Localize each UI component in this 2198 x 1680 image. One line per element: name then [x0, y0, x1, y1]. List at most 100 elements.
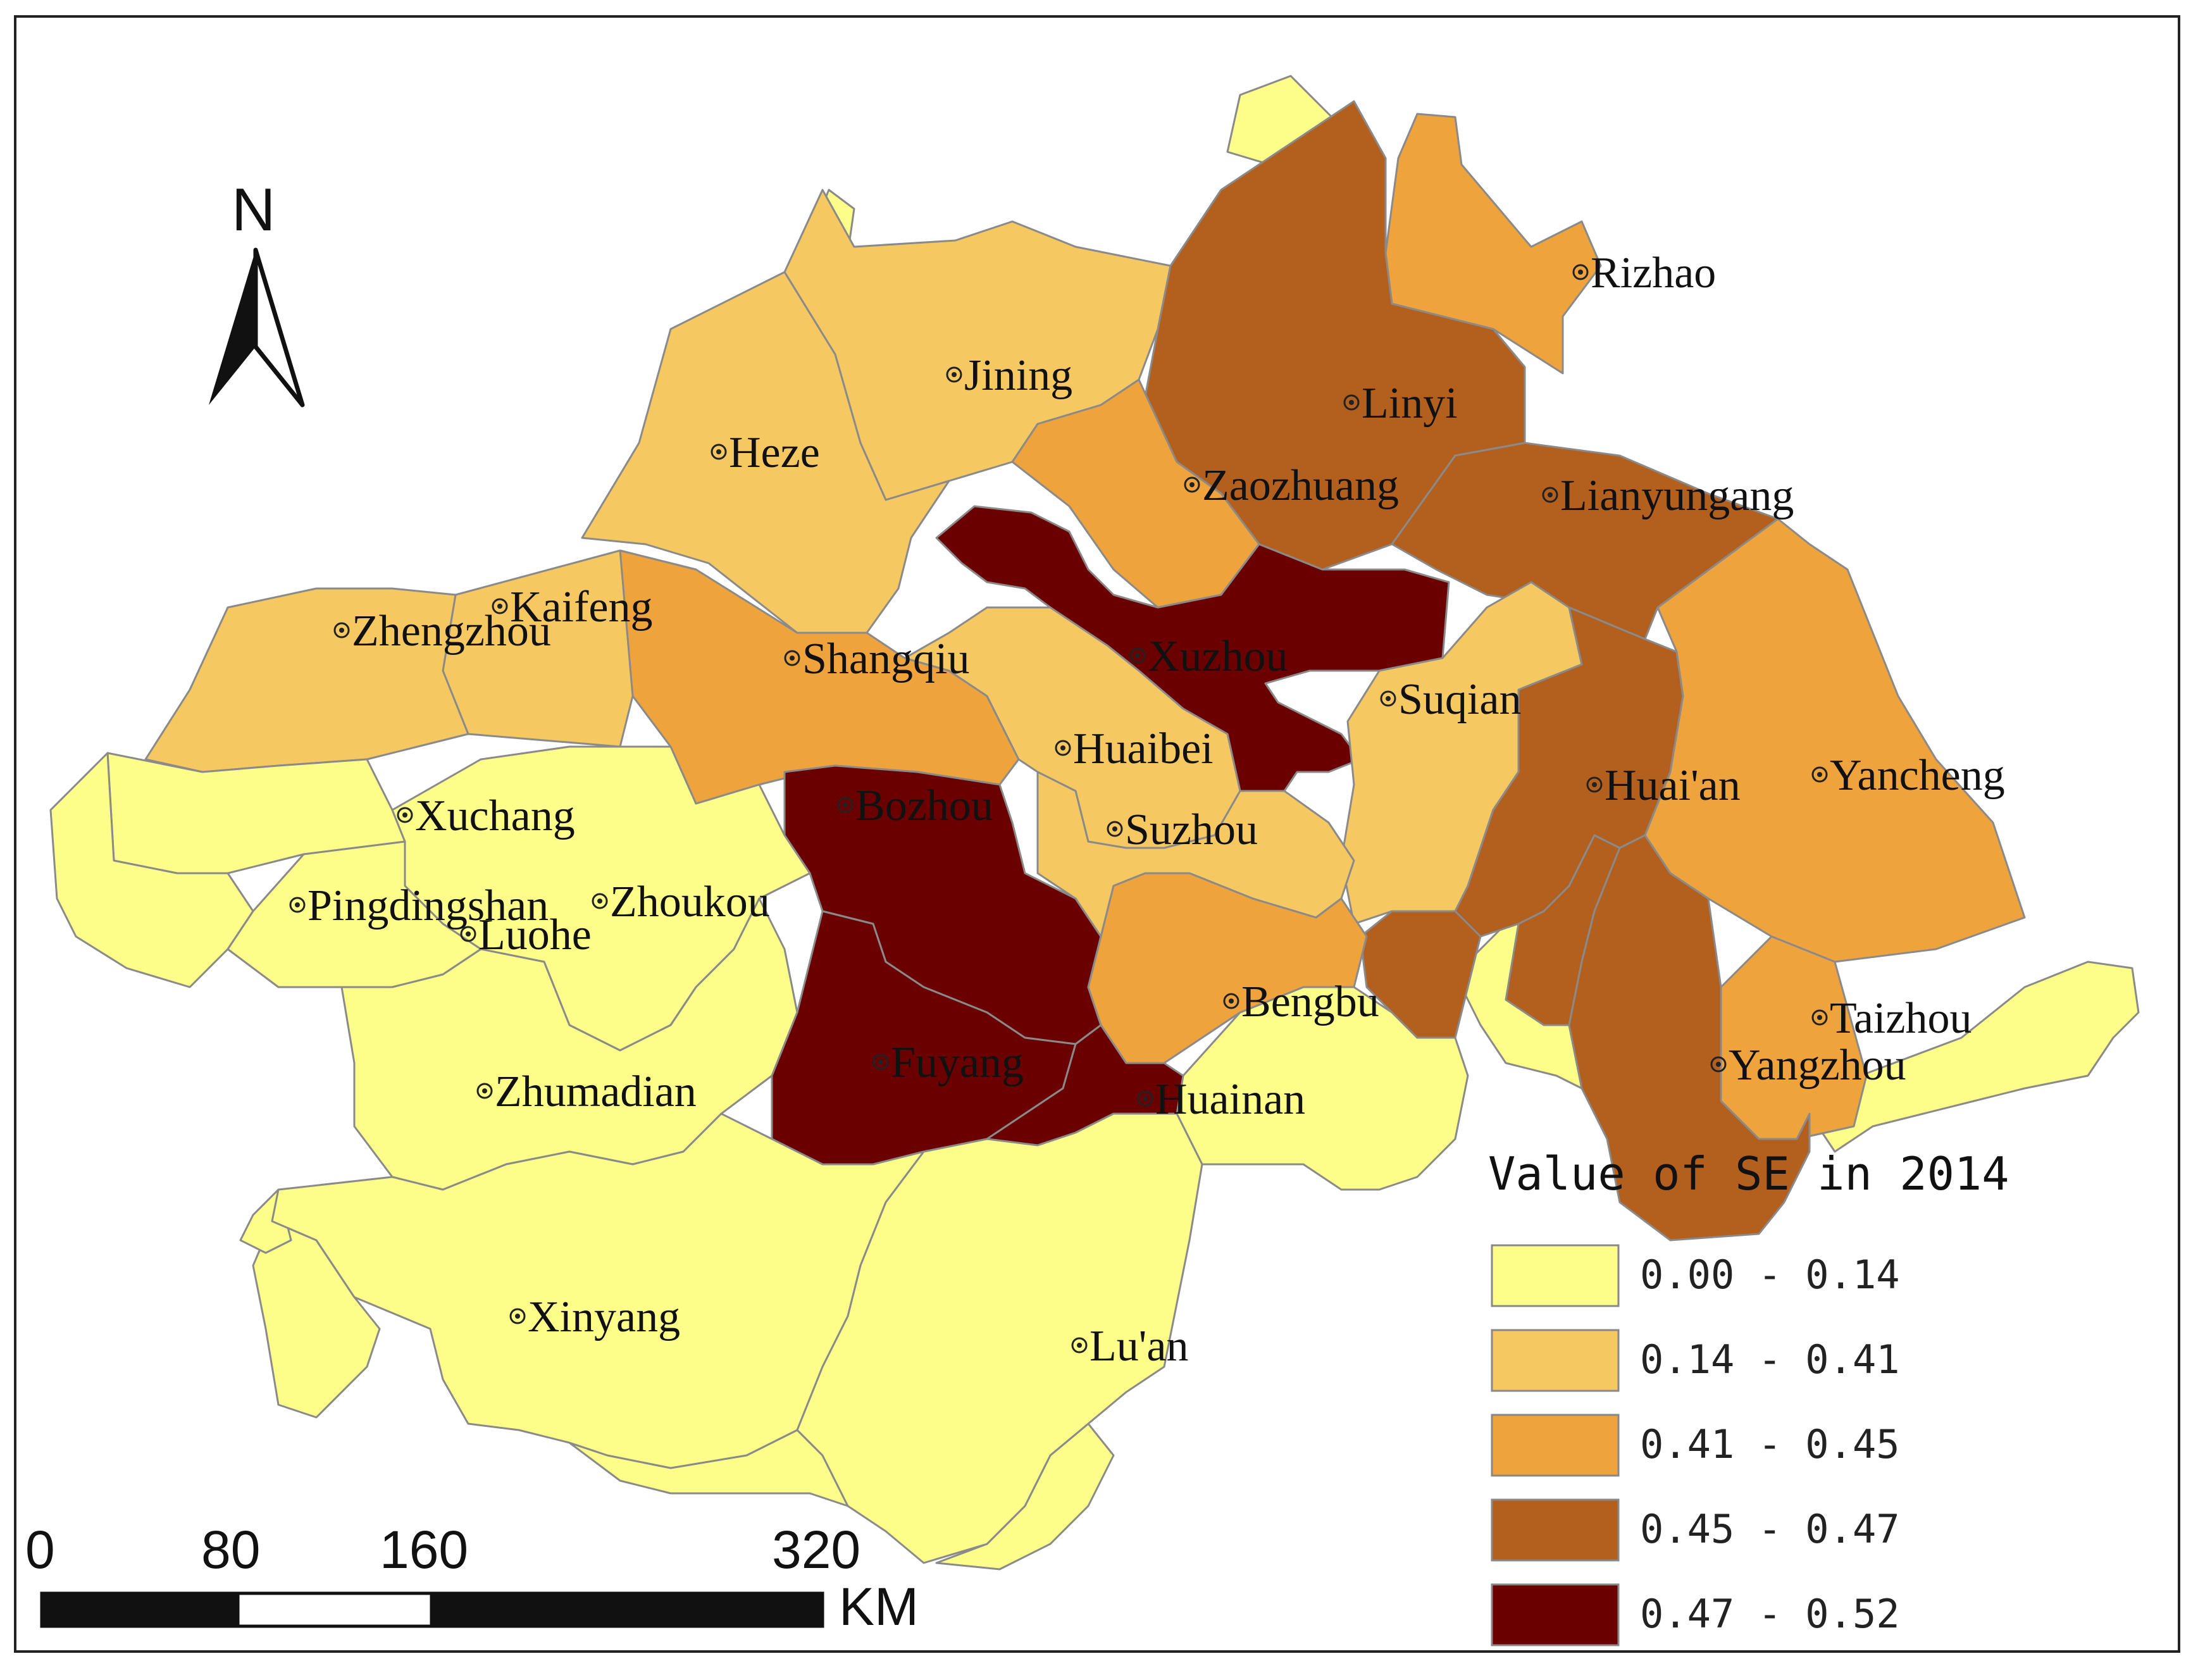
city-marker-lianyungang: [1542, 487, 1558, 503]
city-marker-center-luan: [1077, 1343, 1082, 1348]
city-label-huainan: Huainan: [1155, 1075, 1305, 1124]
city-label-luan: Lu'an: [1090, 1322, 1188, 1371]
legend-label-1: 0.14 - 0.41: [1640, 1336, 1900, 1383]
city-label-pingdingshan: Pingdingshan: [307, 881, 549, 930]
region-luan: [796, 1112, 1203, 1564]
legend-label-2: 0.41 - 0.45: [1640, 1421, 1900, 1467]
city-marker-center-yangzhou: [1716, 1062, 1721, 1067]
city-marker-center-fuyang: [878, 1059, 883, 1064]
north-arrow-icon-left: [209, 250, 256, 405]
city-marker-shangqiu: [784, 650, 800, 666]
city-label-zhengzhou: Zhengzhou: [352, 607, 551, 656]
city-marker-center-kaifeng: [497, 604, 502, 609]
city-marker-xuchang: [397, 807, 413, 823]
city-label-xinyang: Xinyang: [528, 1293, 680, 1341]
city-label-luohe: Luohe: [478, 911, 592, 959]
scale-tick-80: 80: [201, 1520, 260, 1579]
city-label-xuchang: Xuchang: [415, 792, 575, 840]
legend-label-3: 0.45 - 0.47: [1640, 1506, 1900, 1552]
city-marker-taizhou: [1811, 1009, 1828, 1026]
city-label-taizhou: Taizhou: [1830, 994, 1971, 1043]
city-marker-center-taizhou: [1817, 1015, 1822, 1020]
city-marker-center-huainan: [1143, 1096, 1148, 1101]
city-label-shangqiu: Shangqiu: [802, 635, 969, 683]
city-marker-xuzhou: [1129, 647, 1146, 664]
city-label-zhoukou: Zhoukou: [610, 878, 770, 926]
city-marker-center-huaian: [1592, 782, 1597, 787]
legend-swatch-0: [1491, 1244, 1620, 1307]
city-label-yancheng: Yancheng: [1830, 751, 2005, 800]
city-marker-center-xuzhou: [1135, 653, 1140, 658]
city-marker-huaibei: [1055, 740, 1071, 756]
scale-segment-1: [40, 1591, 240, 1628]
city-marker-center-heze: [716, 449, 721, 454]
city-label-zaozhuang: Zaozhuang: [1202, 461, 1399, 510]
city-label-bengbu: Bengbu: [1241, 978, 1379, 1026]
region-zaozhuang: [1011, 378, 1260, 609]
city-label-suzhou: Suzhou: [1125, 806, 1258, 854]
city-marker-bengbu: [1223, 993, 1239, 1009]
city-marker-center-bengbu: [1229, 999, 1234, 1004]
north-arrow: N: [209, 176, 305, 408]
scale-bar: 0 80 160 320 KM: [25, 1520, 919, 1636]
region-unlabeled-4: [1808, 961, 2140, 1153]
city-label-kaifeng: Kaifeng: [510, 583, 652, 632]
city-marker-pingdingshan: [289, 897, 306, 913]
region-zhengzhou: [144, 587, 469, 773]
city-marker-zaozhuang: [1184, 476, 1200, 493]
city-label-suqian: Suqian: [1398, 675, 1521, 724]
city-label-fuyang: Fuyang: [891, 1038, 1024, 1087]
city-label-yangzhou: Yangzhou: [1729, 1041, 1906, 1090]
city-marker-center-jining: [952, 372, 957, 377]
legend-swatch-1: [1491, 1329, 1620, 1392]
city-marker-center-zaozhuang: [1189, 482, 1195, 487]
map-labels: Rizhao Jining Linyi Heze Zaozhuang Lianyungan…: [289, 249, 2005, 1371]
city-marker-center-yancheng: [1817, 772, 1822, 777]
city-label-xuzhou: Xuzhou: [1148, 632, 1288, 681]
city-label-lianyungang: Lianyungang: [1560, 471, 1794, 520]
city-marker-suqian: [1380, 690, 1396, 707]
city-marker-center-zhengzhou: [339, 628, 344, 633]
map-regions: [49, 75, 2140, 1571]
scale-tick-320: 320: [772, 1520, 860, 1579]
city-label-bozhou: Bozhou: [855, 781, 993, 830]
city-marker-huainan: [1137, 1090, 1153, 1107]
city-marker-jining: [946, 366, 962, 383]
region-heze: [581, 271, 950, 634]
city-marker-center-luohe: [466, 931, 471, 936]
city-marker-center-zhumadian: [482, 1088, 487, 1093]
legend-label-0: 0.00 - 0.14: [1640, 1252, 1900, 1298]
scale-segment-3: [430, 1591, 824, 1628]
city-marker-xinyang: [509, 1308, 526, 1324]
city-marker-luohe: [460, 926, 476, 942]
legend-swatch-3: [1491, 1498, 1620, 1562]
city-marker-zhengzhou: [333, 622, 350, 638]
city-marker-center-suqian: [1386, 696, 1391, 701]
legend-swatch-4: [1491, 1583, 1620, 1646]
city-marker-suzhou: [1107, 821, 1123, 837]
legend: Value of SE in 2014 0.00 - 0.14 0.14 - 0.…: [1488, 1147, 2009, 1646]
scale-tick-0: 0: [25, 1520, 55, 1579]
north-arrow-icon-right: [253, 247, 305, 408]
city-label-heze: Heze: [729, 428, 820, 477]
city-marker-center-xuchang: [402, 812, 407, 818]
city-label-linyi: Linyi: [1362, 379, 1458, 428]
city-marker-center-bozhou: [843, 802, 848, 807]
city-label-zhumadian: Zhumadian: [495, 1067, 697, 1116]
city-marker-rizhao: [1572, 264, 1589, 280]
city-label-huaian: Huai'an: [1605, 761, 1741, 810]
city-marker-center-xinyang: [515, 1314, 520, 1319]
city-label-jining: Jining: [964, 351, 1072, 400]
city-marker-center-lianyungang: [1548, 492, 1553, 497]
city-marker-zhumadian: [476, 1083, 493, 1099]
region-yancheng: [1644, 518, 2026, 963]
city-marker-heze: [711, 444, 727, 460]
city-marker-yancheng: [1811, 766, 1828, 783]
city-label-huaibei: Huaibei: [1073, 725, 1214, 773]
city-marker-center-zhoukou: [597, 899, 602, 904]
city-marker-center-linyi: [1349, 400, 1354, 405]
city-marker-bozhou: [837, 797, 854, 813]
city-marker-kaifeng: [492, 598, 508, 614]
legend-label-4: 0.47 - 0.52: [1640, 1591, 1900, 1637]
